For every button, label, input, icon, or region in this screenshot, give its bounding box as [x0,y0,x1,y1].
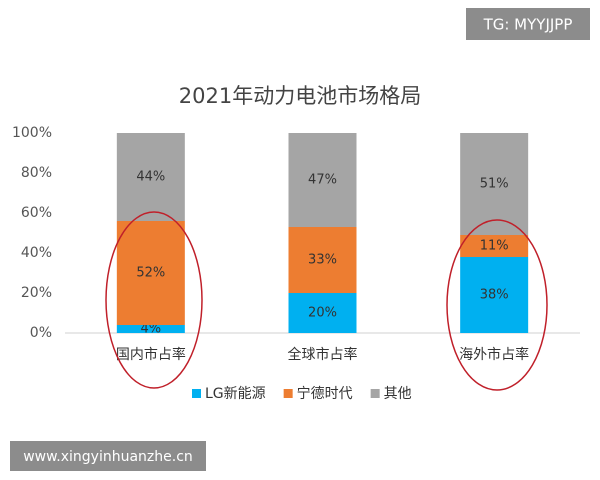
value-label: 33% [308,253,337,268]
x-tick-label: 海外市占率 [459,346,529,363]
bar-segment [116,133,185,221]
x-tick-label: 国内市占率 [116,346,186,363]
watermark-box [466,8,590,40]
watermark: www.xingyinhuanzhe.cn [23,449,193,465]
y-tick-label: 0% [30,325,52,341]
highlight [105,211,203,389]
bar-segment [116,221,185,325]
value-label: 20% [308,306,337,321]
y-tick-label: 20% [21,285,52,301]
bar-segment [288,293,357,333]
value-label: 47% [308,173,337,188]
legend-label: LG新能源 [205,386,266,402]
legend-label: 其他 [384,386,412,402]
bar-segment [460,133,529,235]
value-label: 4% [141,322,162,337]
bar-segment [116,325,185,333]
legend-swatch [192,389,201,398]
y-tick-label: 80% [21,165,52,181]
watermark-box [10,441,206,471]
legend-label: 宁德时代 [297,385,353,402]
watermark: TG: MYYJJPP [483,16,573,34]
value-label: 51% [480,177,509,192]
plot: 0% 20% 40% 60% 80% 100% 国内市占率 4% 52% 44% 全球市占率 20% 3… [12,125,580,402]
highlight [446,219,548,391]
x-tick-label: 全球市占率 [288,346,358,363]
y-tick-label: 60% [21,205,52,221]
value-label: 52% [136,266,165,281]
bar-segment [460,235,529,257]
y-tick-label: 100% [12,125,52,141]
value-label: 11% [480,239,509,254]
legend-swatch [370,389,380,398]
legend-swatch [283,389,293,398]
y-tick-label: 40% [21,245,52,261]
bar-segment [288,227,357,293]
value-label: 44% [136,170,165,185]
chart-title: 2021年动力电池市场格局 [179,84,421,108]
bar-segment [460,257,529,333]
bar-segment [288,133,357,227]
value-label: 38% [480,288,509,303]
